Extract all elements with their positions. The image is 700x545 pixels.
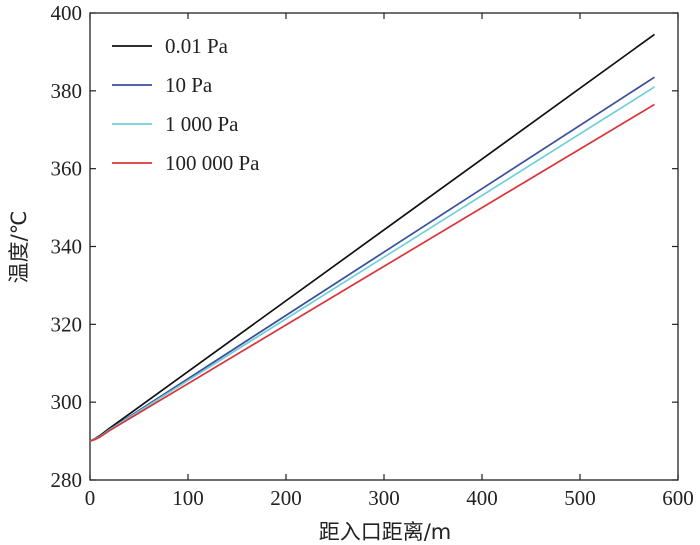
legend: 0.01 Pa 10 Pa 1 000 Pa 100 000 Pa — [112, 34, 260, 175]
x-tick-label: 400 — [466, 486, 498, 510]
y-tick-label: 360 — [51, 157, 83, 181]
y-tick-label: 280 — [51, 468, 83, 492]
x-axis-label: 距入口距离/m — [319, 520, 452, 544]
legend-label: 1 000 Pa — [165, 112, 239, 136]
x-tick-label: 300 — [368, 486, 400, 510]
series-line-3 — [89, 86, 655, 442]
x-tick-label: 500 — [564, 486, 596, 510]
x-tick-label: 100 — [172, 486, 204, 510]
y-tick-label: 300 — [51, 390, 83, 414]
series-line-4 — [89, 103, 655, 442]
y-tick-label: 400 — [51, 1, 83, 25]
y-tick-label: 380 — [51, 79, 83, 103]
legend-label: 10 Pa — [165, 73, 213, 97]
x-tick-label: 600 — [662, 486, 694, 510]
x-tick-label: 0 — [85, 486, 96, 510]
y-axis-label: 温度/℃ — [7, 211, 31, 284]
legend-label: 100 000 Pa — [165, 151, 260, 175]
y-tick-label: 320 — [51, 312, 83, 336]
y-tick-label: 340 — [51, 235, 83, 259]
axis-ticks: 0 100 200 300 400 500 600 280 300 320 340 360 380 400 — [51, 1, 694, 510]
legend-label: 0.01 Pa — [165, 34, 229, 58]
x-tick-label: 200 — [270, 486, 302, 510]
